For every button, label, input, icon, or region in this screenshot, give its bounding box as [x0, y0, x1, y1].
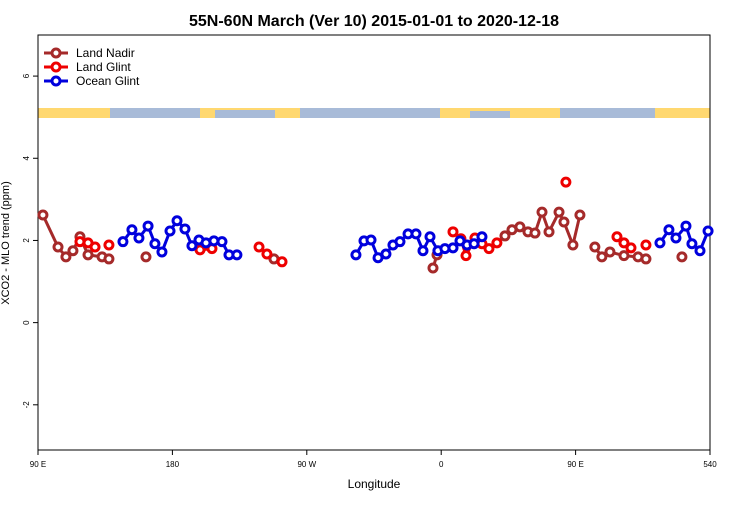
data-point: [156, 246, 168, 258]
data-point: [424, 231, 436, 243]
y-tick-label: 4: [22, 155, 31, 160]
data-point: [604, 246, 616, 258]
data-point: [476, 231, 488, 243]
data-point: [686, 238, 698, 250]
data-point: [171, 215, 183, 227]
chart-title: 55N-60N March (Ver 10) 2015-01-01 to 202…: [189, 13, 559, 30]
data-point: [365, 234, 377, 246]
data-point: [447, 226, 459, 238]
data-point: [126, 224, 138, 236]
data-point: [536, 206, 548, 218]
x-tick-label: 90 E: [30, 460, 46, 469]
data-point: [140, 251, 152, 263]
data-point: [231, 249, 243, 261]
x-tick-label: 90 E: [567, 460, 583, 469]
data-point: [164, 225, 176, 237]
data-point: [676, 251, 688, 263]
legend-marker: [50, 61, 62, 73]
data-point: [491, 237, 503, 249]
data-point: [654, 237, 666, 249]
legend-marker: [50, 47, 62, 59]
data-point: [558, 216, 570, 228]
legend-label: Land Glint: [76, 60, 131, 74]
map-strip: [38, 108, 710, 118]
x-tick-label: 0: [439, 460, 444, 469]
data-point: [179, 223, 191, 235]
x-tick-label: 180: [166, 460, 180, 469]
y-tick-label: 0: [22, 320, 31, 325]
data-point: [468, 238, 480, 250]
data-point: [514, 221, 526, 233]
data-point: [276, 256, 288, 268]
data-point: [253, 241, 265, 253]
y-tick-label: 6: [22, 73, 31, 78]
data-point: [596, 251, 608, 263]
data-point: [702, 225, 714, 237]
y-tick-label: 2: [22, 238, 31, 243]
legend-marker: [50, 75, 62, 87]
plot-frame: [37, 34, 711, 451]
data-point: [60, 251, 72, 263]
data-point: [67, 245, 79, 257]
data-point: [216, 236, 228, 248]
x-axis-label: Longitude: [348, 477, 401, 491]
data-point: [261, 248, 273, 260]
data-point: [103, 253, 115, 265]
data-point: [142, 220, 154, 232]
data-point: [417, 245, 429, 257]
data-point: [625, 242, 637, 254]
data-point: [149, 238, 161, 250]
data-point: [447, 242, 459, 254]
x-tick-label: 90 W: [297, 460, 316, 469]
data-point: [394, 236, 406, 248]
data-point: [618, 250, 630, 262]
data-point: [553, 206, 565, 218]
data-point: [350, 249, 362, 261]
data-point: [37, 209, 49, 221]
data-point: [694, 245, 706, 257]
data-point: [640, 239, 652, 251]
data-point: [663, 224, 675, 236]
data-point: [680, 220, 692, 232]
data-point: [483, 243, 495, 255]
data-point: [82, 249, 94, 261]
data-point: [560, 176, 572, 188]
data-point: [186, 240, 198, 252]
data-point: [618, 237, 630, 249]
data-point: [567, 239, 579, 251]
data-point: [640, 253, 652, 265]
data-point: [574, 209, 586, 221]
data-point: [543, 226, 555, 238]
data-point: [380, 248, 392, 260]
legend-label: Ocean Glint: [76, 74, 140, 88]
data-point: [89, 241, 101, 253]
data-point: [427, 262, 439, 274]
x-tick-label: 540: [703, 460, 717, 469]
data-point: [529, 227, 541, 239]
y-axis-label: XCO2 - MLO trend (ppm): [0, 181, 12, 304]
data-point: [133, 232, 145, 244]
data-point: [103, 239, 115, 251]
data-point: [117, 236, 129, 248]
legend-label: Land Nadir: [76, 46, 135, 60]
data-point: [499, 230, 511, 242]
data-point: [670, 232, 682, 244]
data-point: [460, 250, 472, 262]
data-point: [52, 241, 64, 253]
data-point: [410, 228, 422, 240]
data-point: [611, 231, 623, 243]
y-tick-label: -2: [22, 401, 31, 409]
data-point: [194, 244, 206, 256]
data-point: [589, 241, 601, 253]
